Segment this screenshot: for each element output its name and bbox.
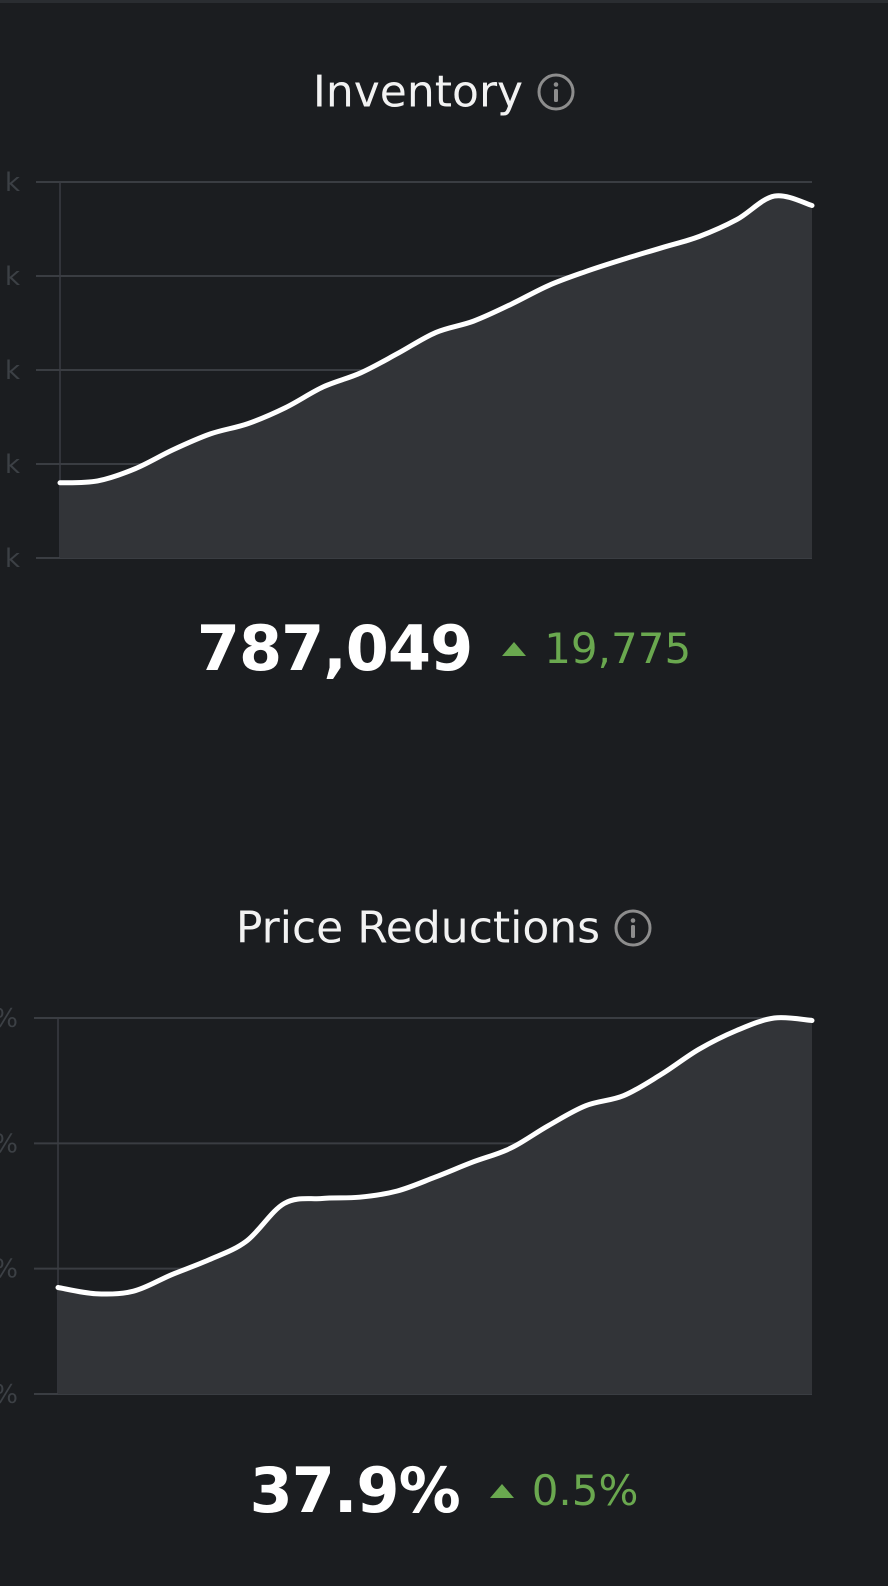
price-reductions-change: 0.5% bbox=[489, 1466, 639, 1515]
y-tick-label: % bbox=[0, 1129, 18, 1159]
series-line bbox=[55, 1015, 815, 1297]
info-icon[interactable] bbox=[537, 73, 575, 111]
up-arrow-icon bbox=[502, 641, 527, 656]
y-tick-label: k bbox=[5, 450, 20, 480]
info-icon[interactable] bbox=[614, 909, 652, 947]
y-tick-label: % bbox=[0, 1380, 18, 1410]
price-reductions-stat-row: 37.9% 0.5% bbox=[0, 1454, 888, 1527]
price-reductions-title-text: Price Reductions bbox=[235, 902, 601, 954]
series-area bbox=[58, 1017, 812, 1394]
inventory-stat-row: 787,049 19,775 bbox=[0, 612, 888, 685]
price-reductions-change-value: 0.5% bbox=[531, 1466, 639, 1515]
top-edge-divider bbox=[0, 0, 888, 3]
y-tick-label: k bbox=[5, 262, 20, 292]
y-tick-label: % bbox=[0, 1004, 18, 1034]
inventory-value: 787,049 bbox=[196, 612, 473, 685]
series-area bbox=[60, 195, 812, 558]
y-tick-label: k bbox=[5, 168, 20, 198]
price-reductions-panel: Price Reductions %%%% 37.9% 0.5% bbox=[0, 880, 888, 1586]
inventory-change: 19,775 bbox=[502, 624, 691, 673]
price-reductions-value: 37.9% bbox=[249, 1454, 461, 1527]
y-tick-label: % bbox=[0, 1255, 18, 1285]
inventory-title-text: Inventory bbox=[312, 66, 524, 118]
up-arrow-icon bbox=[489, 1483, 514, 1498]
inventory-title: Inventory bbox=[0, 64, 888, 118]
inventory-chart: k k k k k bbox=[5, 168, 815, 574]
y-tick-label: k bbox=[5, 356, 20, 386]
inventory-change-value: 19,775 bbox=[544, 624, 692, 673]
inventory-panel: Inventory k k k k k 787,049 19,775 bbox=[0, 0, 888, 760]
price-reductions-title: Price Reductions bbox=[0, 900, 888, 954]
series-line bbox=[57, 193, 815, 486]
price-reductions-chart: %%%% bbox=[0, 1004, 815, 1410]
y-tick-label: k bbox=[5, 544, 20, 574]
